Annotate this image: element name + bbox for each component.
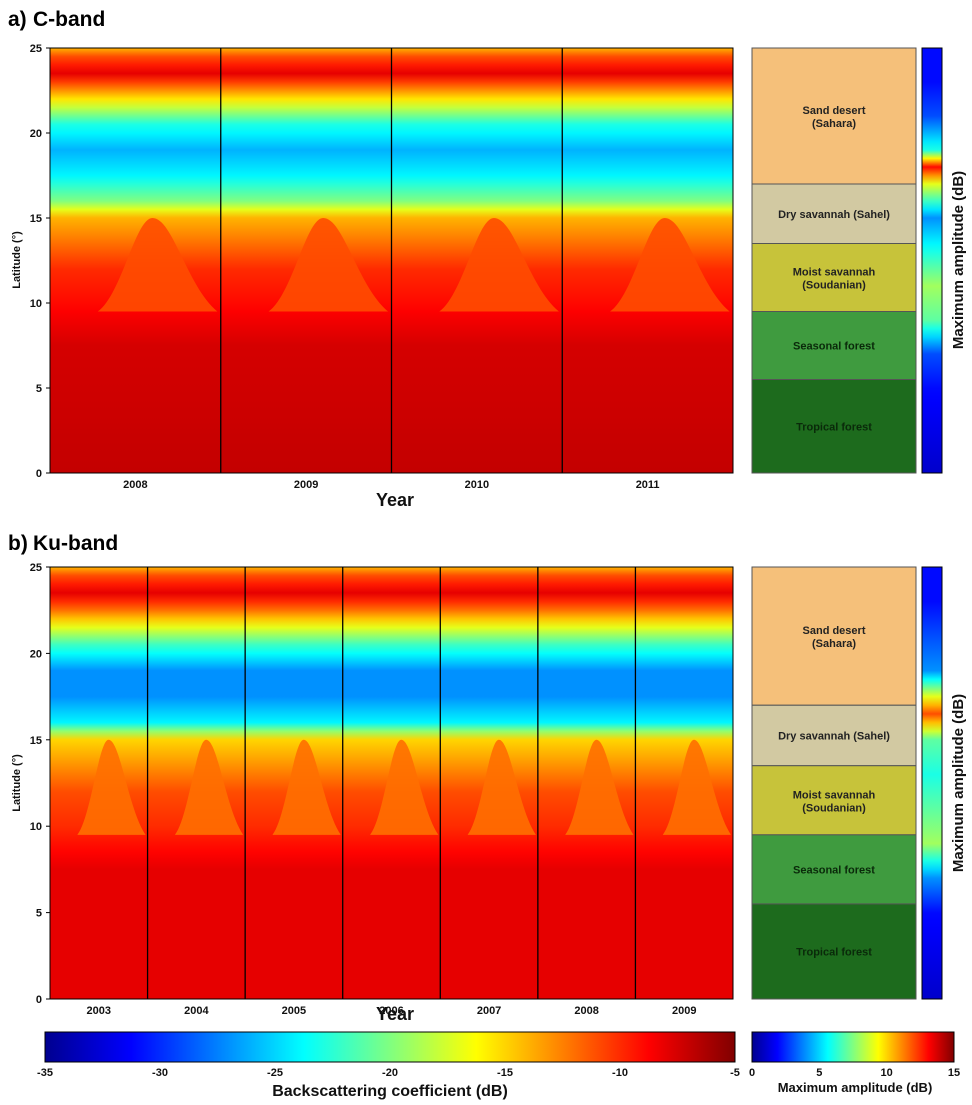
vegetation-zones-b: Sand desert (Sahara) Dry savannah (Sahel) M… bbox=[751, 566, 917, 1000]
y-tick-label-a-1: 5 bbox=[36, 383, 42, 395]
x-tick-label-a-1: 2009 bbox=[294, 479, 318, 491]
seasonal-intrusion-b-5 bbox=[565, 739, 634, 835]
zone-label-b-3: Seasonal forest bbox=[793, 864, 875, 876]
y-tick-label-b-5: 25 bbox=[30, 562, 42, 574]
zone-a-0 bbox=[751, 47, 917, 185]
zone-label-a-1: Dry savannah (Sahel) bbox=[778, 209, 890, 221]
zone-b-1 bbox=[751, 704, 917, 767]
y-axis-label-b: Latitude (°) bbox=[11, 754, 23, 812]
vegetation-zones-a: Sand desert (Sahara) Dry savannah (Sahel) M… bbox=[751, 47, 917, 474]
panel-a-title: C-band bbox=[33, 8, 105, 31]
x-tick-label-b-2: 2005 bbox=[282, 1005, 306, 1017]
backscatter-colorbar-tick-4: -15 bbox=[497, 1067, 513, 1079]
amplitude-strip-label-a: Maximum amplitude (dB) bbox=[950, 171, 967, 349]
zone-label-a-4: Tropical forest bbox=[796, 421, 872, 433]
panel-b-title: Ku-band bbox=[33, 532, 118, 555]
amplitude-colorbar-ticks: 0 5 10 15 bbox=[749, 1067, 960, 1079]
zone-label-a-3: Seasonal forest bbox=[793, 341, 875, 353]
amplitude-strip-rect-b bbox=[921, 566, 943, 1000]
seasonal-intrusion-b-6 bbox=[662, 739, 732, 835]
x-tick-label-b-0: 2003 bbox=[87, 1005, 111, 1017]
y-tick-label-b-4: 20 bbox=[30, 648, 42, 660]
backscatter-colorbar-tick-0: -35 bbox=[37, 1067, 53, 1079]
x-axis-label-a: Year bbox=[376, 490, 414, 510]
axes-a: 2008 2009 2010 2011 0 5 10 15 20 25 bbox=[30, 43, 734, 491]
y-tick-label-b-0: 0 bbox=[36, 994, 42, 1006]
zone-b-2 bbox=[751, 765, 917, 836]
zone-label-b-4: Tropical forest bbox=[796, 946, 872, 958]
zone-a-2 bbox=[751, 243, 917, 312]
plot-frame-b bbox=[49, 566, 734, 1000]
x-tick-label-a-3: 2011 bbox=[636, 479, 660, 491]
seasonal-intrusion-b-1 bbox=[174, 739, 244, 835]
seasonal-intrusion-a-3 bbox=[610, 218, 730, 312]
zone-label-b-2: Moist savannah (Soudanian) bbox=[793, 789, 876, 814]
y-tick-label-a-5: 25 bbox=[30, 43, 42, 55]
seasonal-intrusion-b-2 bbox=[272, 739, 341, 835]
zone-label-b-0: Sand desert (Sahara) bbox=[803, 625, 866, 650]
amplitude-strip-rect-a bbox=[921, 47, 943, 474]
x-tick-label-b-6: 2009 bbox=[672, 1005, 696, 1017]
y-tick-label-b-1: 5 bbox=[36, 908, 42, 920]
backscatter-colorbar-label: Backscattering coefficient (dB) bbox=[272, 1083, 508, 1100]
zone-label-a-2: Moist savannah (Soudanian) bbox=[793, 267, 876, 292]
y-tick-label-a-2: 10 bbox=[30, 298, 42, 310]
axes-b: 2003 2004 2005 2006 2007 2008 2009 0 5 10 15 20 25 bbox=[30, 562, 734, 1017]
amplitude-colorbar-label: Maximum amplitude (dB) bbox=[778, 1080, 933, 1095]
amplitude-colorbar-tick-1: 5 bbox=[816, 1067, 822, 1079]
y-axis-label-a: Latitude (°) bbox=[11, 231, 23, 289]
panel-a-label: a) bbox=[8, 8, 27, 31]
x-tick-label-a-2: 2010 bbox=[465, 479, 489, 491]
zone-label-a-0: Sand desert (Sahara) bbox=[803, 105, 866, 130]
amplitude-colorbar: 0 5 10 15 Maximum amplitude (dB) bbox=[749, 1031, 960, 1095]
zone-a-1 bbox=[751, 183, 917, 244]
seasonal-intrusion-a-1 bbox=[268, 218, 389, 312]
y-tick-label-a-3: 15 bbox=[30, 213, 42, 225]
amplitude-strip-a bbox=[921, 47, 943, 474]
amplitude-colorbar-tick-0: 0 bbox=[749, 1067, 755, 1079]
seasonal-intrusion-a-2 bbox=[439, 218, 559, 312]
x-tick-label-a-0: 2008 bbox=[123, 479, 147, 491]
heatmap-b bbox=[50, 567, 733, 999]
x-tick-label-b-5: 2008 bbox=[574, 1005, 598, 1017]
seasonal-intrusion-b-3 bbox=[370, 739, 439, 835]
backscatter-colorbar-ticks: -35 -30 -25 -20 -15 -10 -5 bbox=[37, 1067, 740, 1079]
backscatter-colorbar-tick-5: -10 bbox=[612, 1067, 628, 1079]
zone-b-4 bbox=[751, 903, 917, 1000]
amplitude-strip-b bbox=[921, 566, 943, 1000]
seasonal-intrusion-b-0 bbox=[77, 739, 146, 835]
backscatter-colorbar-tick-3: -20 bbox=[382, 1067, 398, 1079]
x-axis-label-b: Year bbox=[376, 1004, 414, 1024]
seasonal-intrusion-b-4 bbox=[467, 739, 536, 835]
zone-label-b-1: Dry savannah (Sahel) bbox=[778, 730, 890, 742]
backscatter-colorbar-tick-2: -25 bbox=[267, 1067, 283, 1079]
amplitude-colorbar-gradient bbox=[751, 1031, 955, 1063]
amplitude-colorbar-tick-2: 10 bbox=[881, 1067, 893, 1079]
y-tick-label-b-3: 15 bbox=[30, 735, 42, 747]
backscatter-colorbar: -35 -30 -25 -20 -15 -10 -5 Backscattering coef… bbox=[37, 1031, 740, 1100]
amplitude-colorbar-tick-3: 15 bbox=[948, 1067, 960, 1079]
x-tick-label-b-1: 2004 bbox=[184, 1005, 209, 1017]
panel-b: b) Ku-band 2003 2004 2005 2006 2007 2008 2009 0… bbox=[8, 532, 967, 1024]
zone-a-4 bbox=[751, 379, 917, 474]
zone-a-3 bbox=[751, 311, 917, 380]
y-tick-label-b-2: 10 bbox=[30, 821, 42, 833]
y-tick-label-a-4: 20 bbox=[30, 128, 42, 140]
panel-b-label: b) bbox=[8, 532, 28, 555]
amplitude-strip-label-b: Maximum amplitude (dB) bbox=[950, 694, 967, 872]
x-tick-label-b-4: 2007 bbox=[477, 1005, 501, 1017]
panel-a: a) C-band 2008 2009 2010 2011 0 5 10 15 20 25 Yea… bbox=[8, 8, 967, 510]
plot-frame-a bbox=[49, 47, 734, 474]
seasonal-intrusion-a-0 bbox=[97, 218, 218, 312]
backscatter-colorbar-gradient bbox=[44, 1031, 736, 1063]
x-tick-label-b-3: 2006 bbox=[379, 1005, 403, 1017]
backscatter-colorbar-tick-6: -5 bbox=[730, 1067, 740, 1079]
y-tick-label-a-0: 0 bbox=[36, 468, 42, 480]
backscatter-colorbar-tick-1: -30 bbox=[152, 1067, 168, 1079]
